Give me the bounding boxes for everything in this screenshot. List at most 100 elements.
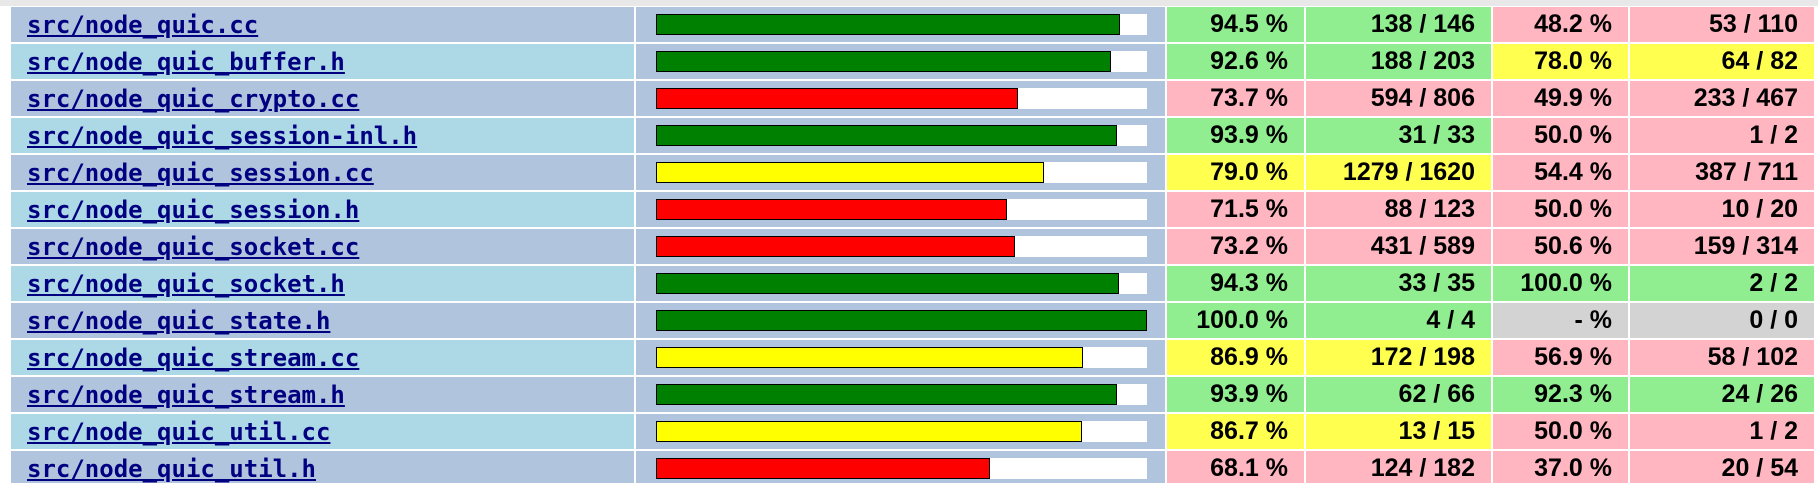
function-hit-count: 159 / 314 (1630, 229, 1814, 264)
table-row: src/node_quic_socket.h 94.3 % 33 / 35 100.0… (11, 266, 1814, 301)
coverage-bar-cell (636, 451, 1165, 483)
file-cell: src/node_quic_stream.cc (11, 340, 634, 375)
table-row: src/node_quic_state.h 100.0 % 4 / 4- % 0 / … (11, 303, 1814, 338)
file-link[interactable]: src/node_quic_util.cc (27, 417, 331, 446)
file-cell: src/node_quic_session-inl.h (11, 118, 634, 153)
function-hit-count: 10 / 20 (1630, 192, 1814, 227)
coverage-bar-track (656, 347, 1147, 368)
function-coverage-percent: 49.9 % (1493, 81, 1628, 116)
table-row: src/node_quic_util.h 68.1 % 124 / 182 37.0 … (11, 451, 1814, 483)
file-link[interactable]: src/node_quic.cc (27, 10, 259, 39)
coverage-bar-track (656, 162, 1147, 183)
table-row: src/node_quic_crypto.cc 73.7 % 594 / 806 49… (11, 81, 1814, 116)
file-link[interactable]: src/node_quic_stream.cc (27, 343, 360, 372)
file-cell: src/node_quic_util.cc (11, 414, 634, 449)
coverage-bar-track (656, 273, 1147, 294)
coverage-bar-cell (636, 414, 1165, 449)
coverage-bar-fill (656, 199, 1008, 220)
line-coverage-percent: 93.9 % (1167, 118, 1304, 153)
function-hit-count: 1 / 2 (1630, 414, 1814, 449)
file-link[interactable]: src/node_quic_socket.h (27, 269, 345, 298)
coverage-bar-track (656, 51, 1147, 72)
coverage-bar-fill (656, 51, 1111, 72)
coverage-bar-cell (636, 340, 1165, 375)
coverage-bar-cell (636, 266, 1165, 301)
function-hit-count: 2 / 2 (1630, 266, 1814, 301)
line-hit-count: 138 / 146 (1306, 7, 1491, 42)
function-coverage-percent: 100.0 % (1493, 266, 1628, 301)
line-coverage-percent: 100.0 % (1167, 303, 1304, 338)
coverage-bar-cell (636, 118, 1165, 153)
line-coverage-percent: 86.7 % (1167, 414, 1304, 449)
line-hit-count: 124 / 182 (1306, 451, 1491, 483)
function-coverage-percent: 56.9 % (1493, 340, 1628, 375)
function-coverage-percent: 78.0 % (1493, 44, 1628, 79)
function-hit-count: 1 / 2 (1630, 118, 1814, 153)
table-row: src/node_quic_session.h 71.5 % 88 / 123 50.… (11, 192, 1814, 227)
function-hit-count: 58 / 102 (1630, 340, 1814, 375)
coverage-bar-cell (636, 192, 1165, 227)
file-link[interactable]: src/node_quic_socket.cc (27, 232, 360, 261)
file-link[interactable]: src/node_quic_session.cc (27, 158, 374, 187)
line-hit-count: 1279 / 1620 (1306, 155, 1491, 190)
file-link[interactable]: src/node_quic_state.h (27, 306, 331, 335)
function-hit-count: 20 / 54 (1630, 451, 1814, 483)
coverage-bar-track (656, 199, 1147, 220)
table-row: src/node_quic_session-inl.h 93.9 % 31 / 33… (11, 118, 1814, 153)
function-hit-count: 233 / 467 (1630, 81, 1814, 116)
table-row: src/node_quic_socket.cc 73.2 % 431 / 589 50… (11, 229, 1814, 264)
function-coverage-percent: 92.3 % (1493, 377, 1628, 412)
file-cell: src/node_quic_state.h (11, 303, 634, 338)
coverage-bar-track (656, 421, 1147, 442)
table-row: src/node_quic_stream.cc 86.9 % 172 / 198 56… (11, 340, 1814, 375)
coverage-table-body: src/node_quic.cc 94.5 % 138 / 146 48.2 % 53 … (11, 7, 1814, 483)
function-coverage-percent: 37.0 % (1493, 451, 1628, 483)
coverage-bar-track (656, 384, 1147, 405)
line-coverage-percent: 86.9 % (1167, 340, 1304, 375)
coverage-bar-fill (656, 14, 1120, 35)
file-link[interactable]: src/node_quic_session.h (27, 195, 360, 224)
coverage-bar-fill (656, 162, 1044, 183)
file-link[interactable]: src/node_quic_buffer.h (27, 47, 345, 76)
function-coverage-percent: 50.0 % (1493, 414, 1628, 449)
coverage-bar-fill (656, 384, 1118, 405)
coverage-bar-fill (656, 421, 1082, 442)
line-coverage-percent: 92.6 % (1167, 44, 1304, 79)
function-coverage-percent: 50.6 % (1493, 229, 1628, 264)
coverage-bar-fill (656, 458, 991, 479)
coverage-bar-fill (656, 236, 1016, 257)
file-cell: src/node_quic_crypto.cc (11, 81, 634, 116)
coverage-bar-fill (656, 310, 1147, 331)
file-link[interactable]: src/node_quic_crypto.cc (27, 84, 360, 113)
function-coverage-percent: 48.2 % (1493, 7, 1628, 42)
coverage-table: src/node_quic.cc 94.5 % 138 / 146 48.2 % 53 … (9, 5, 1816, 483)
coverage-bar-cell (636, 81, 1165, 116)
line-coverage-percent: 71.5 % (1167, 192, 1304, 227)
line-coverage-percent: 79.0 % (1167, 155, 1304, 190)
file-cell: src/node_quic_util.h (11, 451, 634, 483)
coverage-bar-cell (636, 44, 1165, 79)
file-link[interactable]: src/node_quic_stream.h (27, 380, 345, 409)
table-row: src/node_quic.cc 94.5 % 138 / 146 48.2 % 53 … (11, 7, 1814, 42)
function-coverage-percent: 54.4 % (1493, 155, 1628, 190)
file-cell: src/node_quic_stream.h (11, 377, 634, 412)
line-coverage-percent: 94.5 % (1167, 7, 1304, 42)
coverage-bar-track (656, 125, 1147, 146)
function-hit-count: 387 / 711 (1630, 155, 1814, 190)
file-link[interactable]: src/node_quic_session-inl.h (27, 121, 418, 150)
file-cell: src/node_quic_session.h (11, 192, 634, 227)
table-row: src/node_quic_util.cc 86.7 % 13 / 15 50.0 %… (11, 414, 1814, 449)
coverage-bar-track (656, 14, 1147, 35)
file-link[interactable]: src/node_quic_util.h (27, 454, 316, 483)
coverage-bar-cell (636, 7, 1165, 42)
line-coverage-percent: 68.1 % (1167, 451, 1304, 483)
coverage-bar-fill (656, 125, 1118, 146)
coverage-bar-track (656, 458, 1147, 479)
line-coverage-percent: 93.9 % (1167, 377, 1304, 412)
coverage-bar-track (656, 310, 1147, 331)
line-hit-count: 31 / 33 (1306, 118, 1491, 153)
coverage-bar-track (656, 236, 1147, 257)
function-hit-count: 24 / 26 (1630, 377, 1814, 412)
coverage-bar-cell (636, 155, 1165, 190)
line-hit-count: 4 / 4 (1306, 303, 1491, 338)
